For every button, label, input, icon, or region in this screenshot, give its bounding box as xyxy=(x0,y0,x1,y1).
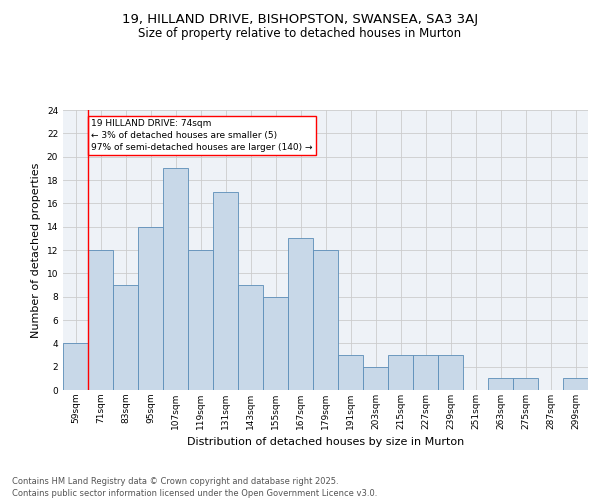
Bar xyxy=(563,378,588,390)
Bar xyxy=(238,285,263,390)
Bar xyxy=(313,250,338,390)
Bar xyxy=(363,366,388,390)
Text: Size of property relative to detached houses in Murton: Size of property relative to detached ho… xyxy=(139,28,461,40)
Bar xyxy=(138,226,163,390)
Bar xyxy=(213,192,238,390)
X-axis label: Distribution of detached houses by size in Murton: Distribution of detached houses by size … xyxy=(187,438,464,448)
Bar xyxy=(113,285,138,390)
Bar xyxy=(188,250,213,390)
Bar xyxy=(163,168,188,390)
Bar xyxy=(513,378,538,390)
Text: 19, HILLAND DRIVE, BISHOPSTON, SWANSEA, SA3 3AJ: 19, HILLAND DRIVE, BISHOPSTON, SWANSEA, … xyxy=(122,12,478,26)
Bar xyxy=(288,238,313,390)
Text: Contains HM Land Registry data © Crown copyright and database right 2025.
Contai: Contains HM Land Registry data © Crown c… xyxy=(12,476,377,498)
Text: 19 HILLAND DRIVE: 74sqm
← 3% of detached houses are smaller (5)
97% of semi-deta: 19 HILLAND DRIVE: 74sqm ← 3% of detached… xyxy=(91,120,313,152)
Bar xyxy=(263,296,288,390)
Bar xyxy=(413,355,438,390)
Bar xyxy=(88,250,113,390)
Bar xyxy=(438,355,463,390)
Bar xyxy=(488,378,513,390)
Bar xyxy=(338,355,363,390)
Bar xyxy=(388,355,413,390)
Bar xyxy=(63,344,88,390)
Y-axis label: Number of detached properties: Number of detached properties xyxy=(31,162,41,338)
